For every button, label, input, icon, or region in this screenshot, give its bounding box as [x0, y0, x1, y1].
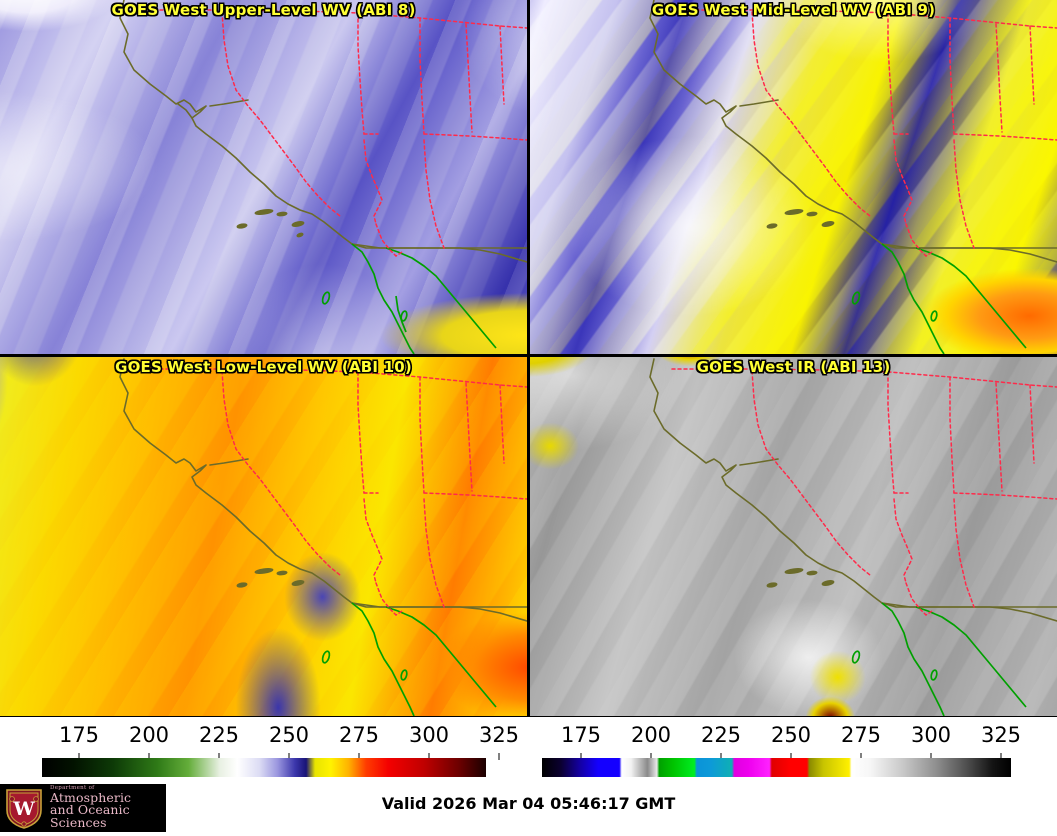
footer: W Department of Atmospheric and Oceanic …: [0, 780, 1057, 836]
tick-label: 275: [338, 723, 380, 747]
tick-label: 300: [408, 723, 450, 747]
satellite-image-abi8: [0, 0, 527, 354]
tick-label: 250: [770, 723, 812, 747]
logo-line-2: and Oceanic Sciences: [50, 802, 130, 831]
tick-label: 225: [198, 723, 240, 747]
uw-aos-logo[interactable]: W Department of Atmospheric and Oceanic …: [0, 784, 166, 832]
tick-mark: [498, 753, 500, 760]
panel-low-level-wv[interactable]: GOES West Low-Level WV (ABI 10): [0, 357, 527, 716]
tick-mark: [580, 753, 582, 760]
tick-label: 325: [980, 723, 1022, 747]
colorbar-left-ticks: 175 200 225 250 275 300 325: [0, 717, 528, 760]
tick-label: 175: [58, 723, 100, 747]
tick-mark: [930, 753, 932, 760]
logo-text-block: Department of Atmospheric and Oceanic Sc…: [50, 785, 166, 831]
uw-crest-icon: W: [4, 786, 44, 830]
tick-mark: [720, 753, 722, 760]
tick-mark: [650, 753, 652, 760]
panel-grid: GOES West Upper-Level WV (ABI 8): [0, 0, 1057, 717]
satellite-image-abi10: [0, 357, 527, 716]
panel-mid-level-wv[interactable]: GOES West Mid-Level WV (ABI 9): [530, 0, 1057, 354]
tick-mark: [860, 753, 862, 760]
logo-department-label: Department of: [50, 785, 95, 792]
tick-mark: [78, 753, 80, 760]
tick-label: 200: [630, 723, 672, 747]
tick-mark: [148, 753, 150, 760]
valid-time-text: Valid 2026 Mar 04 05:46:17 GMT: [381, 794, 676, 813]
tick-mark: [790, 753, 792, 760]
tick-mark: [428, 753, 430, 760]
tick-label: 275: [840, 723, 882, 747]
svg-text:W: W: [12, 798, 35, 820]
tick-mark: [358, 753, 360, 760]
tick-mark: [218, 753, 220, 760]
tick-label: 250: [268, 723, 310, 747]
tick-label: 200: [128, 723, 170, 747]
colorbar-water-vapor: 175 200 225 250 275 300 325: [0, 717, 528, 780]
colorbar-infrared: 175 200 225 250 275 300 325: [528, 717, 1057, 780]
tick-mark: [288, 753, 290, 760]
logo-line-1: Atmospheric: [50, 789, 132, 805]
tick-label: 300: [910, 723, 952, 747]
colorbar-right-ticks: 175 200 225 250 275 300 325: [528, 717, 1057, 760]
satellite-image-abi13: [530, 357, 1057, 716]
tick-label: 325: [478, 723, 520, 747]
tick-label: 175: [560, 723, 602, 747]
satellite-image-abi9: [530, 0, 1057, 354]
panel-ir[interactable]: GOES West IR (ABI 13): [530, 357, 1057, 716]
tick-mark: [1000, 753, 1002, 760]
colorbar-left-gradient: [42, 758, 486, 777]
legend-strip: 175 200 225 250 275 300 325 175 200: [0, 717, 1057, 780]
tick-label: 225: [700, 723, 742, 747]
colorbar-right-gradient: [542, 758, 1011, 777]
panel-upper-level-wv[interactable]: GOES West Upper-Level WV (ABI 8): [0, 0, 527, 354]
